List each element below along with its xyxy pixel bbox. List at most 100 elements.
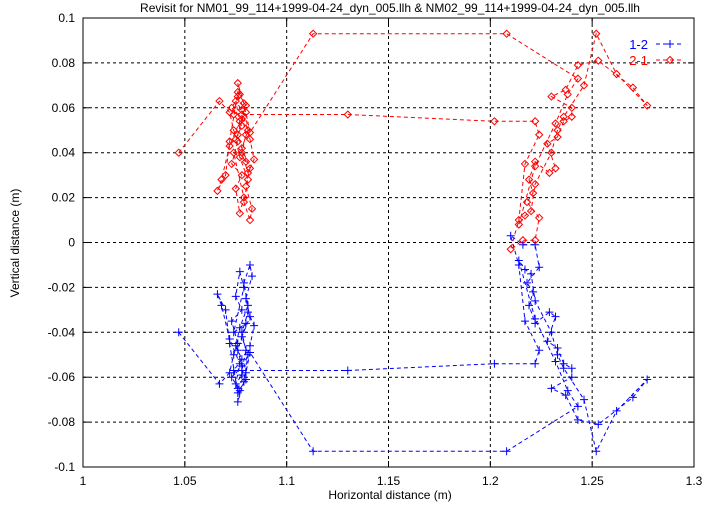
data-point xyxy=(246,260,255,269)
data-point xyxy=(518,236,528,245)
data-point xyxy=(237,144,247,153)
data-point xyxy=(502,29,511,38)
data-point xyxy=(643,375,652,384)
x-tick-label: 1.3 xyxy=(686,474,703,488)
legend-marker xyxy=(665,55,675,65)
data-point xyxy=(573,60,583,70)
axis-ticks: 1 1.05 1.1 1.15 1.2 1.25 1.3 -0.1 -0.08 -0.06 -0.0… xyxy=(48,11,703,488)
data-point xyxy=(573,402,582,411)
data-point xyxy=(530,161,540,171)
data-point xyxy=(217,301,226,310)
data-point xyxy=(553,132,562,142)
data-point xyxy=(531,296,540,305)
x-tick-label: 1.1 xyxy=(278,474,295,488)
data-point xyxy=(567,373,576,382)
series-line-1-2 xyxy=(178,234,648,453)
data-point xyxy=(233,92,242,101)
data-point xyxy=(243,301,252,310)
data-point xyxy=(547,384,556,393)
data-point xyxy=(520,265,529,274)
data-point xyxy=(235,267,244,276)
legend: 1-22-1 xyxy=(629,37,684,68)
data-point xyxy=(563,90,572,99)
data-point xyxy=(612,69,621,79)
data-point xyxy=(573,415,582,424)
data-point xyxy=(518,240,527,249)
data-point xyxy=(227,103,236,113)
x-tick-label: 1.25 xyxy=(580,474,604,488)
data-point xyxy=(308,29,318,38)
data-point xyxy=(490,359,499,368)
data-point xyxy=(247,204,257,214)
data-point xyxy=(231,135,240,144)
data-point xyxy=(559,117,568,126)
data-point xyxy=(241,108,251,117)
data-point xyxy=(241,157,251,166)
y-tick-label: -0.04 xyxy=(48,325,76,339)
data-point xyxy=(231,292,240,301)
y-axis-label: Vertical distance (m) xyxy=(8,189,22,298)
data-point xyxy=(525,301,534,310)
series-line-2-1 xyxy=(178,32,648,251)
data-point xyxy=(233,397,242,406)
data-point xyxy=(229,350,238,359)
data-point xyxy=(520,159,530,169)
data-point xyxy=(559,364,568,373)
data-point xyxy=(594,56,603,65)
data-point xyxy=(243,168,253,178)
data-point xyxy=(233,78,242,88)
data-point xyxy=(567,103,577,113)
data-point xyxy=(502,447,511,456)
data-point xyxy=(246,341,255,350)
data-point xyxy=(229,148,238,157)
data-point xyxy=(225,137,234,146)
x-axis-label: Horizontal distance (m) xyxy=(328,488,451,502)
x-tick-label: 1.2 xyxy=(482,474,499,488)
data-point xyxy=(241,319,250,328)
data-point xyxy=(567,112,577,121)
data-point xyxy=(535,346,544,355)
series-2-1 xyxy=(174,29,652,254)
data-point xyxy=(215,379,224,388)
data-point xyxy=(594,420,603,429)
chart-title: Revisit for NM01_99_114+1999-04-24_dyn_0… xyxy=(140,1,640,15)
data-point xyxy=(524,175,534,184)
data-point xyxy=(514,220,524,229)
data-point xyxy=(514,256,523,265)
data-point xyxy=(243,175,253,184)
data-point xyxy=(514,215,524,225)
data-point xyxy=(233,137,242,146)
data-point xyxy=(243,308,252,317)
data-point xyxy=(551,164,560,173)
data-point xyxy=(237,105,247,115)
data-point xyxy=(237,355,246,364)
data-point xyxy=(235,117,245,126)
data-point xyxy=(547,148,556,157)
data-point xyxy=(343,366,352,375)
data-point xyxy=(227,373,236,382)
data-point xyxy=(522,278,531,287)
data-point xyxy=(573,74,583,83)
data-point xyxy=(612,406,621,415)
y-tick-label: 0.08 xyxy=(52,56,76,70)
data-point xyxy=(231,341,240,350)
data-point xyxy=(246,348,255,357)
data-point xyxy=(553,350,562,359)
data-point xyxy=(531,314,540,323)
data-point xyxy=(592,447,601,456)
data-point xyxy=(567,364,576,373)
data-point xyxy=(520,211,530,220)
data-point xyxy=(530,117,540,126)
y-tick-label: 0.02 xyxy=(52,191,76,205)
data-point xyxy=(221,170,230,180)
x-tick-label: 1 xyxy=(80,474,87,488)
data-point xyxy=(233,346,242,355)
data-point xyxy=(249,155,259,164)
data-point xyxy=(225,335,234,344)
data-point xyxy=(241,294,250,303)
data-point xyxy=(233,87,242,97)
data-point xyxy=(174,328,183,337)
data-point xyxy=(229,110,238,119)
data-point xyxy=(227,159,236,169)
